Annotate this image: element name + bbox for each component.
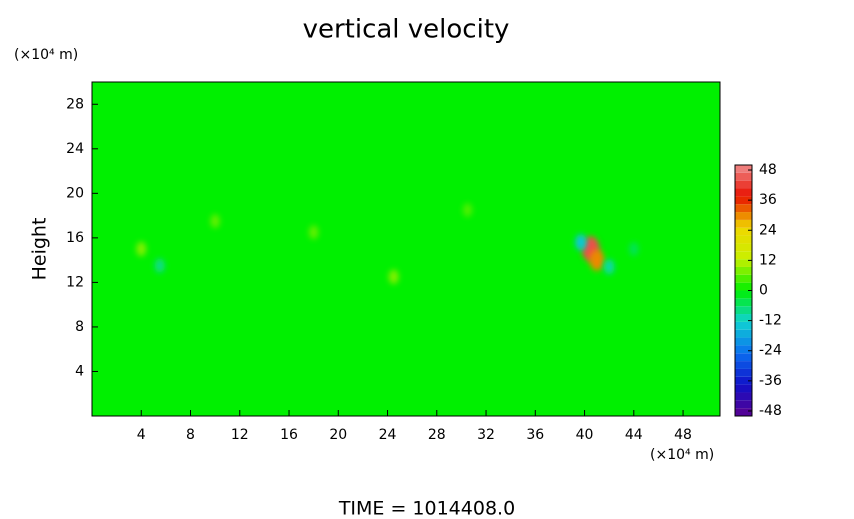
field-feature [629,242,639,256]
colorbar-band [735,219,752,228]
colorbar-band [735,298,752,307]
colorbar-band [735,329,752,338]
colorbar-band [735,321,752,330]
x-tick-label: 8 [186,427,195,443]
x-tick-label: 4 [137,427,146,443]
x-tick-label: 48 [674,427,692,443]
colorbar-tick-label: -48 [759,403,782,419]
y-tick-label: 4 [75,363,84,379]
colorbar-band [735,227,752,236]
y-tick-label: 16 [66,230,84,246]
colorbar-band [735,188,752,197]
colorbar-tick-label: -24 [759,343,782,359]
field-feature [136,241,147,257]
colorbar-tick-label: 24 [759,222,777,238]
y-tick-label: 28 [66,96,84,112]
x-tick-label: 36 [526,427,544,443]
colorbar-band [735,345,752,354]
field-feature [575,234,587,251]
y-axis-label: Height [29,218,51,281]
colorbar-tick-label: 0 [759,283,768,299]
footer: TIME = 1014408.0 [338,498,515,519]
field-feature [603,259,615,275]
colorbar-band [735,266,752,275]
colorbar-band [735,165,752,173]
colorbar-band [735,204,752,213]
colorbar-band [735,172,752,181]
colorbar-band [735,274,752,283]
colorbar-band [735,368,752,377]
field-feature [308,225,319,240]
y-tick-label: 12 [66,274,84,290]
x-unit: (×10⁴ m) [650,447,714,463]
colorbar-tick-label: 48 [759,162,777,178]
colorbar-band [735,314,752,322]
colorbar-band [735,180,752,189]
plot-area [92,82,720,416]
colorbar-band [735,212,752,220]
colorbar-band [735,408,752,416]
y-tick-label: 20 [66,185,84,201]
colorbar-band [735,337,752,346]
field-feature [210,214,220,229]
colorbar-tick-label: 12 [759,252,777,268]
colorbar-band [735,306,752,315]
field-feature [589,249,605,271]
y-tick-label: 8 [75,319,84,335]
colorbar-band [735,361,752,369]
field-background [92,82,720,416]
x-tick-label: 44 [625,427,643,443]
colorbar-band [735,376,752,385]
x-tick-label: 16 [280,427,298,443]
colorbar-band [735,282,752,291]
colorbar-tick-label: 36 [759,192,777,208]
y-unit: (×10⁴ m) [14,47,78,63]
plot-frame [91,81,721,417]
colorbar-band [735,384,752,393]
x-tick-label: 32 [477,427,495,443]
colorbar-band [735,392,752,401]
colorbar-band [735,251,752,260]
colorbar-band [735,353,752,362]
chart-title: vertical velocity [303,15,510,45]
x-tick-label: 12 [231,427,249,443]
field-feature [154,258,165,273]
x-tick-label: 20 [329,427,347,443]
colorbar-tick-label: -12 [759,313,782,329]
x-tick-label: 40 [576,427,594,443]
colorbar-band [735,235,752,244]
colorbar-tick-label: -36 [759,373,782,389]
field-feature [462,203,473,217]
colorbar-band [735,290,752,299]
x-tick-label: 28 [428,427,446,443]
field-feature [388,269,399,285]
x-tick-label: 24 [379,427,397,443]
colorbar-band [735,243,752,252]
colorbar-band [735,400,752,409]
colorbar-band [735,196,752,205]
y-tick-label: 24 [66,141,84,157]
colorbar-band [735,259,752,267]
